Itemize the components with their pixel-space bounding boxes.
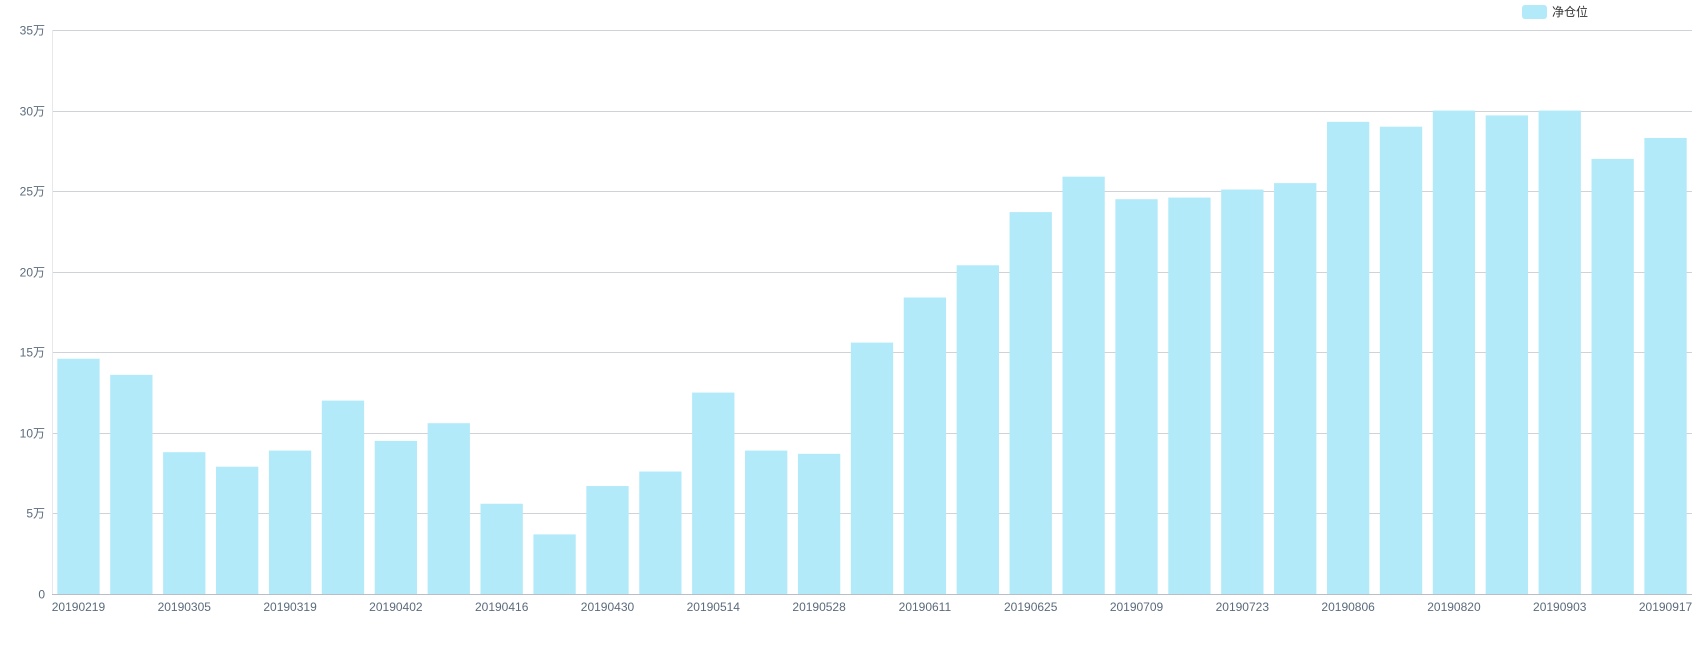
- bar-20190917[interactable]: [1644, 137, 1687, 594]
- y-tick-label: 0: [38, 588, 45, 602]
- bar-20190806[interactable]: [1326, 121, 1370, 594]
- bar-20190709[interactable]: [1115, 199, 1158, 594]
- bar-20190827[interactable]: [1485, 115, 1528, 594]
- y-tick-labels: 0 5万 10万 15万 20万 25万 30万 35万: [20, 24, 46, 602]
- bar-20190618[interactable]: [956, 265, 999, 594]
- bar-20190820[interactable]: [1432, 110, 1476, 594]
- x-tick-label: 20190723: [1216, 600, 1270, 614]
- bars: [57, 110, 1687, 595]
- y-tick-label: 15万: [20, 346, 45, 360]
- y-tick-label: 10万: [20, 427, 45, 441]
- bar-20190723[interactable]: [1221, 189, 1264, 594]
- x-tick-label: 20190430: [581, 600, 635, 614]
- x-tick-label: 20190625: [1004, 600, 1058, 614]
- bar-20190319[interactable]: [268, 450, 312, 594]
- legend[interactable]: 净仓位: [1522, 4, 1588, 19]
- bar-20190611[interactable]: [903, 297, 947, 595]
- bar-20190910[interactable]: [1591, 158, 1634, 594]
- x-tick-label: 20190528: [792, 600, 846, 614]
- bar-20190514[interactable]: [692, 392, 735, 594]
- x-tick-label: 20190305: [158, 600, 212, 614]
- x-tick-label: 20190514: [687, 600, 741, 614]
- bar-20190625[interactable]: [1009, 212, 1052, 594]
- bar-20190521[interactable]: [745, 450, 788, 594]
- x-tick-label: 20190820: [1427, 600, 1481, 614]
- axes: [52, 30, 1692, 595]
- bar-20190716[interactable]: [1168, 197, 1211, 594]
- y-tick-label: 20万: [20, 266, 45, 280]
- bar-20190416[interactable]: [480, 503, 523, 594]
- y-tick-label: 5万: [26, 507, 45, 521]
- y-tick-label: 35万: [20, 24, 45, 38]
- y-tick-label: 25万: [20, 185, 45, 199]
- y-tick-label: 30万: [20, 105, 45, 119]
- x-tick-label: 20190611: [899, 600, 952, 614]
- x-tick-label: 20190319: [263, 600, 317, 614]
- bar-20190507[interactable]: [639, 471, 682, 594]
- bar-20190226[interactable]: [110, 374, 153, 594]
- bar-20190730[interactable]: [1274, 183, 1317, 594]
- bar-20190312[interactable]: [216, 466, 259, 594]
- x-tick-label: 20190416: [475, 600, 529, 614]
- bar-20190430[interactable]: [586, 486, 629, 594]
- bar-20190219[interactable]: [57, 358, 100, 594]
- bar-20190409[interactable]: [427, 423, 470, 594]
- bar-20190903[interactable]: [1538, 110, 1581, 594]
- legend-label[interactable]: 净仓位: [1552, 4, 1588, 19]
- x-tick-label: 20190219: [52, 600, 106, 614]
- bar-20190604[interactable]: [850, 342, 894, 594]
- x-tick-label: 20190903: [1533, 600, 1587, 614]
- bar-20190813[interactable]: [1379, 126, 1423, 594]
- bar-20190326[interactable]: [321, 400, 365, 594]
- bar-20190423[interactable]: [533, 534, 576, 594]
- bar-20190305[interactable]: [163, 452, 206, 594]
- legend-swatch[interactable]: [1522, 5, 1547, 19]
- bar-20190402[interactable]: [374, 440, 418, 594]
- x-tick-label: 20190917: [1639, 600, 1693, 614]
- x-tick-labels: 20190219 20190305 20190319 20190402 20190416…: [52, 600, 1693, 614]
- x-tick-label: 20190709: [1110, 600, 1164, 614]
- bar-20190528[interactable]: [797, 453, 841, 594]
- x-tick-label: 20190806: [1321, 600, 1375, 614]
- x-tick-label: 20190402: [369, 600, 423, 614]
- bar-20190702[interactable]: [1062, 176, 1105, 594]
